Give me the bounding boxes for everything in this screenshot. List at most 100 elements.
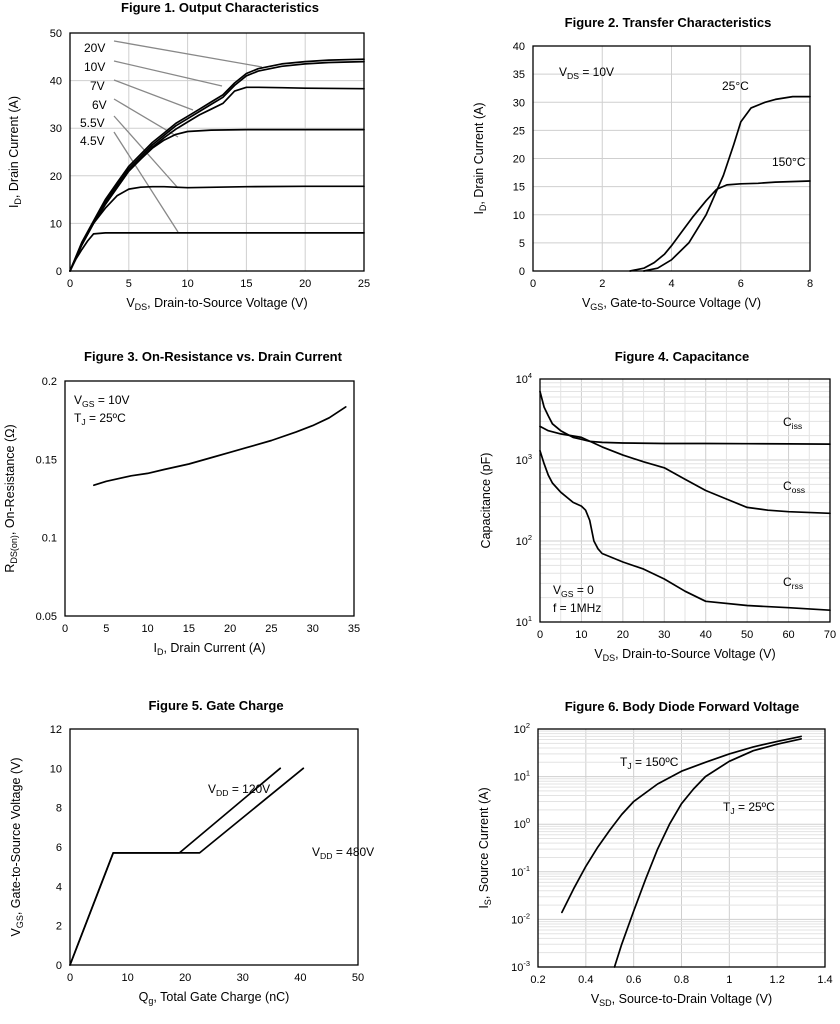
y-tick-label: 101	[516, 614, 532, 629]
y-tick-label: 104	[516, 371, 532, 386]
x-tick-label: 0	[67, 278, 73, 290]
series-label: VDD = 120V	[208, 782, 270, 798]
x-tick-label: 4	[668, 278, 674, 290]
series-label: 5.5V	[80, 116, 105, 130]
x-tick-label: 6	[738, 278, 744, 290]
x-tick-label: 10	[181, 278, 193, 290]
leader-line	[113, 131, 179, 233]
x-tick-label: 8	[807, 278, 813, 290]
condition-note: VDS = 10V	[559, 65, 614, 81]
figure-6-body-diode: Figure 6. Body Diode Forward Voltage 0.2 0…	[477, 699, 833, 1008]
y-axis-label: IS, Source Current (A)	[477, 787, 493, 908]
x-axis-label: VGS, Gate-to-Source Voltage (V)	[582, 296, 761, 312]
series-label: 4.5V	[80, 134, 105, 148]
x-tick-label: 15	[183, 623, 195, 635]
y-tick-label: 35	[513, 69, 525, 81]
figure-3-on-resistance: Figure 3. On-Resistance vs. Drain Curren…	[3, 349, 360, 657]
plot-area	[70, 729, 358, 965]
plot-frame	[539, 378, 831, 623]
chart-title: Figure 1. Output Characteristics	[121, 0, 319, 15]
leader-line	[113, 40, 263, 68]
plot-frame	[64, 380, 355, 617]
y-tick-label: 10	[50, 763, 62, 775]
series-label: 6V	[92, 98, 107, 112]
y-tick-label: 0.05	[36, 611, 57, 623]
x-tick-label: 25	[358, 278, 370, 290]
leader-line	[113, 79, 194, 111]
series-line-1	[69, 60, 365, 272]
y-tick-label: 103	[516, 452, 532, 467]
y-tick-label: 10	[513, 210, 525, 222]
figure-1-output-characteristics: Figure 1. Output Characteristics 0 5 10 15 20…	[7, 0, 370, 312]
condition-note: VGS = 0	[553, 583, 594, 599]
y-tick-label: 0.15	[36, 454, 57, 466]
series-line-1	[69, 767, 305, 966]
y-tick-label: 0	[56, 960, 62, 972]
x-tick-label: 5	[126, 278, 132, 290]
condition-note: VGS = 10V	[74, 393, 130, 409]
figure-2-transfer-characteristics: Figure 2. Transfer Characteristics 0 2 4 6 8 0…	[472, 15, 813, 312]
x-tick-label: 10	[575, 629, 587, 641]
x-tick-label: 15	[240, 278, 252, 290]
x-tick-label: 40	[294, 972, 306, 984]
x-tick-label: 1.2	[770, 974, 785, 986]
series-line-1	[613, 738, 802, 968]
series-label: 20V	[84, 41, 105, 55]
y-axis-label: ID, Drain Current (A)	[472, 102, 488, 214]
y-axis-label: VGS, Gate-to-Source Voltage (V)	[9, 757, 25, 936]
x-tick-label: 30	[307, 623, 319, 635]
x-tick-label: 30	[658, 629, 670, 641]
x-tick-label: 70	[824, 629, 836, 641]
plot-frame	[69, 728, 359, 966]
y-tick-label: 0	[56, 266, 62, 278]
x-tick-label: 0	[62, 623, 68, 635]
plot-area	[65, 381, 354, 616]
series-line-0	[642, 95, 811, 272]
chart-title: Figure 5. Gate Charge	[148, 698, 283, 713]
y-tick-label: 30	[513, 97, 525, 109]
y-tick-label: 50	[50, 28, 62, 40]
x-axis-label: VSD, Source-to-Drain Voltage (V)	[591, 992, 772, 1008]
condition-note: TJ = 25ºC	[74, 411, 126, 427]
x-axis-label: ID, Drain Current (A)	[153, 641, 265, 657]
x-tick-label: 0.2	[530, 974, 545, 986]
series-line-5	[69, 232, 365, 272]
y-tick-label: 0	[519, 266, 525, 278]
y-tick-label: 30	[50, 123, 62, 135]
x-tick-label: 20	[617, 629, 629, 641]
x-tick-label: 25	[265, 623, 277, 635]
y-tick-label: 102	[514, 721, 530, 736]
x-tick-label: 1.4	[817, 974, 832, 986]
series-line-1	[539, 425, 831, 515]
y-axis-label: ID, Drain Current (A)	[7, 96, 23, 208]
leader-line	[113, 60, 223, 87]
series-label: TJ = 25ºC	[723, 800, 775, 816]
y-tick-label: 4	[56, 881, 62, 893]
x-tick-label: 10	[141, 623, 153, 635]
chart-title: Figure 2. Transfer Characteristics	[565, 15, 772, 30]
x-tick-label: 60	[782, 629, 794, 641]
y-tick-label: 20	[513, 154, 525, 166]
y-tick-label: 10	[50, 218, 62, 230]
chart-title: Figure 6. Body Diode Forward Voltage	[565, 699, 800, 714]
y-tick-label: 100	[514, 816, 530, 831]
plot-frame	[532, 45, 811, 272]
x-tick-label: 10	[121, 972, 133, 984]
series-label: 10V	[84, 60, 105, 74]
y-axis-label: Capacitance (pF)	[479, 453, 493, 549]
y-tick-label: 40	[513, 41, 525, 53]
x-tick-label: 5	[103, 623, 109, 635]
plot-area	[70, 33, 364, 271]
x-tick-label: 0	[537, 629, 543, 641]
x-tick-label: 0.8	[674, 974, 689, 986]
y-tick-label: 0.2	[42, 376, 57, 388]
y-tick-label: 6	[56, 842, 62, 854]
x-tick-label: 20	[224, 623, 236, 635]
x-tick-label: 50	[741, 629, 753, 641]
y-tick-label: 0.1	[42, 533, 57, 545]
y-tick-label: 102	[516, 533, 532, 548]
y-tick-label: 25	[513, 125, 525, 137]
series-label: TJ = 150ºC	[620, 755, 679, 771]
y-tick-label: 20	[50, 171, 62, 183]
